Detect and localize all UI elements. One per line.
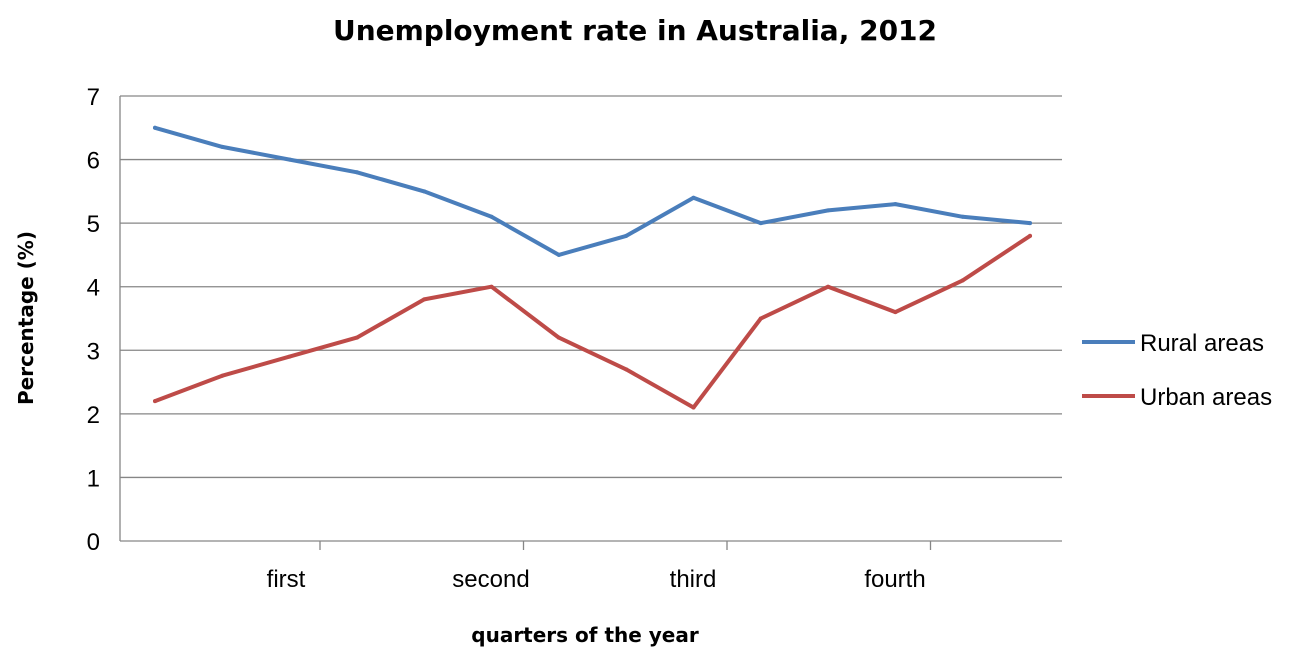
- data-point: [691, 405, 696, 410]
- x-category-label: fourth: [864, 566, 925, 593]
- legend-label: Rural areas: [1140, 330, 1264, 357]
- data-point: [422, 189, 427, 194]
- data-point: [758, 221, 763, 226]
- y-axis-label: Percentage (%): [14, 231, 38, 405]
- data-point: [960, 214, 965, 219]
- data-point: [893, 202, 898, 207]
- y-tick-label: 2: [87, 402, 100, 429]
- y-tick-label: 1: [87, 465, 100, 492]
- y-tick-label: 6: [87, 148, 100, 175]
- legend-label: Urban areas: [1140, 384, 1272, 411]
- data-point: [758, 316, 763, 321]
- data-point: [826, 208, 831, 213]
- x-axis: first second third fourth: [119, 96, 1062, 593]
- data-point: [287, 354, 292, 359]
- data-point: [624, 367, 629, 372]
- y-tick-label: 0: [87, 529, 100, 556]
- x-category-label: second: [452, 566, 529, 593]
- series-line-urban: [153, 233, 1032, 410]
- data-point: [220, 144, 225, 149]
- data-point: [624, 233, 629, 238]
- y-tick-label: 3: [87, 338, 100, 365]
- data-point: [220, 373, 225, 378]
- y-axis-ticks: 0 1 2 3 4 5 6 7: [87, 84, 100, 556]
- data-point: [960, 278, 965, 283]
- gridlines: [120, 95, 1062, 479]
- data-point: [556, 335, 561, 340]
- data-point: [153, 399, 157, 404]
- data-point: [556, 252, 561, 257]
- y-tick-label: 5: [87, 211, 100, 238]
- data-point: [489, 214, 494, 219]
- data-point: [287, 157, 292, 162]
- data-point: [1028, 221, 1032, 226]
- y-tick-label: 7: [87, 84, 100, 111]
- x-axis-label: quarters of the year: [471, 623, 699, 647]
- data-point: [354, 170, 359, 175]
- data-point: [826, 284, 831, 289]
- data-point: [893, 310, 898, 315]
- chart-title: Unemployment rate in Australia, 2012: [333, 14, 937, 47]
- x-category-label: third: [670, 566, 717, 593]
- series-line-rural: [153, 125, 1032, 257]
- x-category-label: first: [267, 566, 306, 593]
- data-point: [153, 125, 157, 130]
- data-point: [354, 335, 359, 340]
- data-point: [1028, 233, 1032, 238]
- data-point: [489, 284, 494, 289]
- series-lines: [153, 125, 1032, 410]
- data-point: [422, 297, 427, 302]
- y-tick-label: 4: [87, 275, 100, 302]
- legend: Rural areas Urban areas: [1082, 330, 1272, 411]
- data-point: [691, 195, 696, 200]
